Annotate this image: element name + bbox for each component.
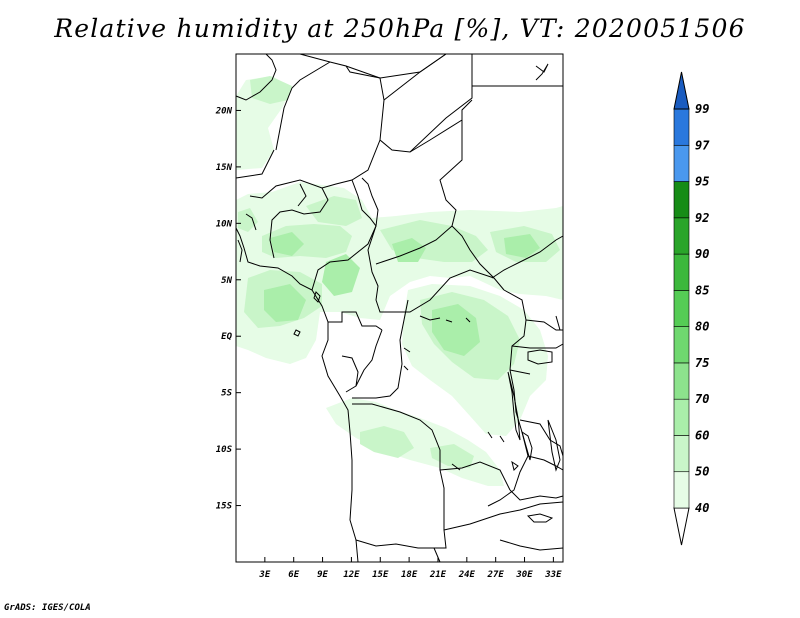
lon-tick-label: 24E: [458, 570, 476, 580]
colorbar-label: 99: [695, 102, 709, 116]
colorbar-segment: [673, 181, 690, 219]
colorbar-segment: [673, 471, 690, 509]
colorbar-label: 50: [695, 465, 709, 479]
lon-tick-label: 9E: [317, 570, 328, 580]
lat-tick-label: 5N: [221, 276, 232, 286]
colorbar-label: 92: [695, 211, 709, 225]
lat-tick-label: EQ: [221, 332, 232, 342]
lat-tick-label: 10N: [216, 219, 233, 229]
colorbar-segment: [673, 398, 690, 436]
grads-credit: GrADS: IGES/COLA: [4, 603, 91, 613]
lat-tick-label: 15N: [216, 163, 233, 173]
colorbar-label: 90: [695, 247, 709, 261]
lon-tick-label: 6E: [288, 570, 299, 580]
colorbar-label: 60: [695, 428, 709, 442]
colorbar-label: 80: [695, 320, 709, 334]
map-frame: [235, 53, 564, 563]
colorbar-segment: [673, 253, 690, 291]
latitude-axis: 20N 15N 10N 5N EQ 5S 10S 15S: [215, 106, 241, 512]
plot-title: Relative humidity at 250hPa [%], VT: 202…: [54, 14, 746, 43]
lon-tick-label: 27E: [487, 570, 505, 580]
lon-tick-label: 3E: [258, 570, 270, 580]
colorbar-label: 97: [695, 138, 710, 152]
colorbar-label: 40: [695, 501, 709, 515]
lon-tick-label: 33E: [544, 570, 562, 580]
lat-tick-label: 5S: [221, 389, 232, 399]
colorbar-label: 70: [695, 392, 709, 406]
colorbar-label: 95: [695, 175, 709, 189]
lon-tick-label: 15E: [372, 570, 389, 580]
colorbar: 40 50 60 70 75 80 85 90 92 95 97 99: [673, 71, 710, 546]
lat-tick-label: 20N: [215, 106, 233, 116]
lon-tick-label: 30E: [515, 570, 533, 580]
colorbar-segment: [673, 435, 690, 473]
colorbar-lower-extension: [673, 507, 690, 546]
longitude-axis: 3E 6E 9E 12E 15E 18E 21E 24E 27E 30E 33E: [258, 557, 562, 580]
colorbar-segment: [673, 290, 690, 327]
lat-tick-label: 10S: [216, 445, 233, 455]
colorbar-segment: [673, 362, 690, 400]
colorbar-segment: [673, 217, 690, 255]
colorbar-segment: [673, 326, 690, 364]
lon-tick-label: 18E: [401, 570, 418, 580]
colorbar-upper-extension: [673, 71, 690, 110]
humidity-field: [236, 76, 563, 486]
colorbar-label: 75: [695, 356, 709, 370]
lon-tick-label: 21E: [429, 570, 447, 580]
colorbar-segment: [673, 108, 690, 146]
colorbar-label: 85: [695, 283, 709, 297]
lat-tick-label: 15S: [216, 502, 233, 512]
colorbar-segment: [673, 144, 690, 182]
lon-tick-label: 12E: [343, 570, 360, 580]
